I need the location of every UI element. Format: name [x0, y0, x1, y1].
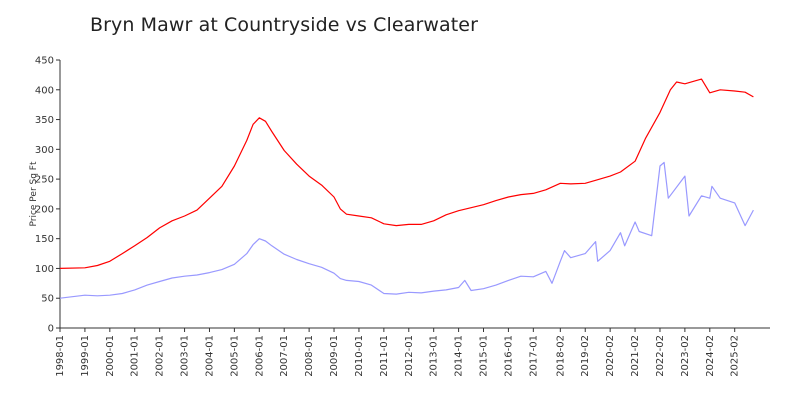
x-tick-label: 2021-02 [630, 335, 641, 377]
x-tick-label: 2009-01 [329, 335, 340, 377]
y-axis-label: Price Per Sq Ft [29, 161, 39, 226]
y-tick-label: 450 [35, 56, 54, 67]
x-tick-label: 2011-01 [379, 335, 390, 377]
y-tick-label: 350 [35, 115, 54, 126]
y-tick-label: 300 [35, 145, 54, 156]
x-tick-label: 2020-02 [605, 335, 616, 377]
x-tick-label: 2008-01 [304, 335, 315, 377]
x-tick-label: 2019-02 [580, 335, 591, 377]
x-tick-label: 2018-02 [555, 335, 566, 377]
x-tick-label: 2024-02 [705, 335, 716, 377]
x-tick-label: 2023-02 [680, 335, 691, 377]
x-tick-label: 2015-01 [479, 335, 490, 377]
x-tick-label: 1998-01 [55, 335, 66, 377]
x-tick-label: 2002-01 [155, 335, 166, 377]
y-tick-label: 150 [35, 234, 54, 245]
x-tick-label: 2010-01 [354, 335, 365, 377]
y-tick-label: 100 [35, 264, 54, 275]
x-tick-label: 1999-01 [80, 335, 91, 377]
x-tick-label: 2022-02 [655, 335, 666, 377]
y-tick-label: 400 [35, 85, 54, 96]
x-tick-label: 2001-01 [130, 335, 141, 377]
x-tick-label: 2005-01 [229, 335, 240, 377]
x-tick-label: 2012-01 [404, 335, 415, 377]
x-tick-label: 2017-01 [528, 335, 539, 377]
x-tick-label: 2025-02 [730, 335, 741, 377]
x-tick-label: 2007-01 [279, 335, 290, 377]
y-tick-label: 200 [35, 204, 54, 215]
x-tick-label: 2016-01 [503, 335, 514, 377]
y-tick-label: 0 [48, 324, 54, 335]
y-tick-label: 50 [41, 294, 54, 305]
series-line-clearwater [59, 161, 754, 299]
x-tick-label: 2004-01 [204, 335, 215, 377]
chart-title: Bryn Mawr at Countryside vs Clearwater [90, 14, 478, 36]
x-tick-label: 2013-01 [429, 335, 440, 377]
series-line-bryn-mawr [59, 78, 754, 269]
x-tick-label: 2006-01 [254, 335, 265, 377]
x-tick-label: 2003-01 [180, 335, 191, 377]
x-tick-label: 2014-01 [454, 335, 465, 377]
x-tick-label: 2000-01 [105, 335, 116, 377]
y-tick-label: 250 [35, 175, 54, 186]
